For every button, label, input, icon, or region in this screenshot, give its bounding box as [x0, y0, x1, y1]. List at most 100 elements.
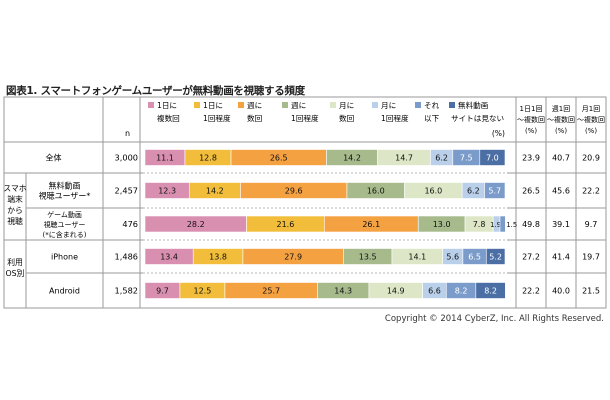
n-value: 2,457	[115, 186, 138, 196]
copyright-text: Copyright © 2014 CyberZ, Inc. All Rights…	[384, 314, 604, 324]
row-label: iPhone	[51, 253, 78, 262]
bar-segment	[485, 248, 506, 265]
legend-label: 複数回	[157, 113, 180, 123]
bar-segment	[499, 215, 506, 233]
legend-label: 以下	[424, 114, 440, 123]
legend-label: 月に	[339, 101, 354, 110]
group-label: スマホ	[3, 184, 26, 193]
data-label: 8.2	[455, 287, 468, 296]
legend-label: 1日に	[157, 101, 177, 110]
data-label: 5.7	[488, 187, 501, 196]
chart-title: 図表1. スマートフォンゲームユーザーが無料動画を視聴する頻度	[6, 85, 305, 97]
summary-value: 39.1	[552, 220, 570, 229]
group-label: から	[7, 206, 23, 215]
row-label: 無料動画	[49, 181, 81, 191]
data-label: 7.0	[486, 154, 499, 163]
data-label: 6.2	[467, 187, 480, 196]
n-header: n	[125, 129, 130, 138]
column-headers: n 1日1回 ～複数回 (%) 週1回 ～複数回 (%) 月1回 ～複数回 (%)	[125, 104, 605, 138]
summary-value: 21.5	[582, 287, 600, 296]
summary-columns: 23.9 40.7 20.9 26.5 45.6 22.2 49.8 39.1 9.7 27.2 4…	[522, 154, 600, 296]
n-value: 3,000	[115, 153, 138, 163]
data-label: 14.1	[408, 253, 426, 262]
summary-value: 45.6	[552, 187, 570, 196]
data-label: 16.0	[424, 187, 442, 196]
data-label: 28.2	[187, 220, 205, 229]
n-value: 1,486	[115, 252, 138, 262]
data-label: 12.8	[199, 154, 217, 163]
data-label: 5.2	[489, 253, 502, 262]
data-label: 8.2	[484, 287, 497, 296]
legend-label: 数回	[247, 113, 262, 123]
legend-swatch	[148, 102, 154, 108]
table-border	[3, 96, 607, 309]
legend-label: それ	[424, 101, 440, 110]
bar-segment	[484, 182, 506, 199]
row-label: (*に含まれる)	[43, 230, 87, 239]
summary-value: 20.9	[582, 154, 600, 163]
summary-value: 9.7	[585, 220, 598, 229]
data-label: 11.1	[156, 154, 174, 163]
data-label: 14.3	[334, 287, 352, 296]
data-label: 13.0	[433, 220, 451, 229]
data-label: 6.6	[428, 287, 441, 296]
legend-label: 無料動画	[458, 100, 488, 110]
group-label: 端末	[7, 194, 23, 204]
legend-label: 1日に	[203, 101, 223, 110]
data-label: 1.9	[490, 221, 501, 229]
legend-label: サイトは見ない	[451, 114, 504, 123]
legend-label: 1回程度	[381, 113, 409, 123]
legend-swatch	[372, 102, 378, 108]
bar-segment	[475, 282, 506, 299]
data-label: 26.5	[270, 154, 288, 163]
legend-label: 数回	[339, 113, 354, 123]
group-label: 利用	[7, 257, 23, 267]
row-label: 視聴ユーザー*	[39, 191, 91, 201]
data-label: 26.1	[362, 220, 380, 229]
data-label: 6.2	[435, 154, 448, 163]
row-label: 全体	[46, 153, 62, 163]
summary-value: 41.4	[552, 253, 570, 262]
summary-header: (%)	[555, 127, 567, 135]
data-label: 5.6	[446, 253, 459, 262]
chart-table: 1日に複数回1日に1回程度週に数回週に1回程度月に数回月に1回程度それ以下無料動…	[3, 96, 607, 309]
row-label: Android	[49, 287, 80, 296]
table-frame	[3, 96, 607, 309]
data-label: 16.0	[367, 187, 385, 196]
data-label: 14.2	[343, 154, 361, 163]
data-label: 7.5	[460, 154, 473, 163]
group-label: OS別	[6, 269, 25, 278]
percent-unit: (%)	[492, 129, 505, 138]
legend-swatch	[330, 102, 336, 108]
data-label: 14.7	[395, 154, 413, 163]
row-label: ゲーム動画	[47, 210, 82, 219]
summary-header: ～複数回	[547, 115, 575, 124]
legend-swatch	[449, 102, 455, 108]
data-label: 13.4	[160, 253, 178, 262]
data-label: 7.8	[473, 220, 486, 229]
stacked-bars: 11.1 12.8 26.5 14.2 14.7 6.2 7.5 7.0 12.3 14.2 29.…	[144, 149, 517, 299]
legend-label: 週に	[247, 101, 262, 110]
summary-header: 1日1回	[520, 105, 543, 113]
data-label: 14.2	[206, 187, 224, 196]
summary-header: (%)	[585, 127, 597, 135]
summary-value: 22.2	[582, 187, 600, 196]
data-label: 6.5	[468, 253, 481, 262]
data-label: 13.8	[209, 253, 227, 262]
data-label: 29.6	[285, 187, 303, 196]
data-label: 21.6	[276, 220, 294, 229]
summary-value: 27.2	[522, 253, 540, 262]
legend-swatch	[282, 102, 288, 108]
data-label: 27.9	[284, 253, 302, 262]
data-label: 25.7	[262, 287, 280, 296]
n-value: 476	[122, 219, 138, 229]
summary-header: 月1回	[582, 105, 600, 113]
data-label: 9.7	[156, 287, 169, 296]
summary-value: 23.9	[522, 154, 540, 163]
data-label: 12.5	[194, 287, 212, 296]
summary-value: 49.8	[522, 220, 540, 229]
summary-header: (%)	[525, 127, 537, 135]
legend-swatch	[415, 102, 421, 108]
